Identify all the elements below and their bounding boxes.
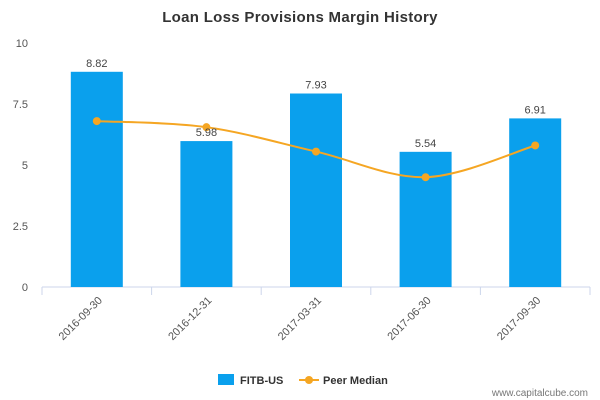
peer-median-point xyxy=(531,141,540,150)
bar-series-fitb xyxy=(70,71,562,288)
legend-swatch-fitb xyxy=(218,374,234,385)
y-tick-label: 10 xyxy=(16,38,28,50)
y-tick-label: 2.5 xyxy=(13,221,28,233)
peer-median-point xyxy=(92,117,101,126)
legend: FITB-US Peer Median xyxy=(218,374,388,387)
bar xyxy=(399,151,452,287)
y-tick-label: 7.5 xyxy=(13,99,28,111)
line-series-peer-median xyxy=(92,117,540,182)
x-tick-label: 2017-06-30 xyxy=(385,295,433,343)
bar-data-label: 5.98 xyxy=(196,127,217,139)
bar xyxy=(70,71,123,288)
legend-label-peer-median: Peer Median xyxy=(323,375,388,387)
bar xyxy=(180,141,233,287)
watermark: www.capitalcube.com xyxy=(491,388,588,399)
chart-title: Loan Loss Provisions Margin History xyxy=(162,9,438,26)
bar-data-label: 5.54 xyxy=(415,138,436,150)
x-axis: 2016-09-30 2016-12-31 2017-03-31 2017-06-30… xyxy=(41,286,591,343)
y-tick-label: 5 xyxy=(22,160,28,172)
x-tick-label: 2016-09-30 xyxy=(57,295,105,343)
bar xyxy=(290,93,342,288)
legend-swatch-peer-median-dot xyxy=(305,376,313,384)
y-axis: 0 2.5 5 7.5 10 xyxy=(13,38,28,294)
peer-median-point xyxy=(312,147,320,156)
legend-label-fitb: FITB-US xyxy=(240,375,283,387)
peer-median-point xyxy=(421,173,430,182)
data-labels: 8.82 5.98 7.93 5.54 6.91 xyxy=(86,58,546,150)
bar-data-label: 7.93 xyxy=(305,80,326,92)
y-tick-label: 0 xyxy=(22,282,28,294)
bar-data-label: 8.82 xyxy=(86,58,107,70)
x-tick-label: 2017-09-30 xyxy=(495,295,543,343)
peer-median-point xyxy=(202,123,211,132)
bar-data-label: 6.91 xyxy=(524,104,545,116)
x-tick-label: 2017-03-31 xyxy=(276,295,324,343)
x-tick-label: 2016-12-31 xyxy=(166,295,214,343)
